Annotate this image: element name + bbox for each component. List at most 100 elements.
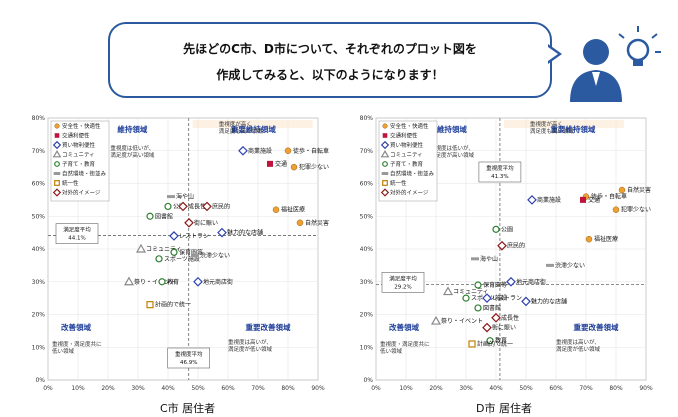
quadrant-note-improve: 重視度・満足度共に <box>52 340 102 348</box>
data-point <box>202 201 212 212</box>
data-point <box>123 276 135 286</box>
satisfaction-average-label: 満足度平均 <box>63 226 91 234</box>
legend-label: 統一性 <box>62 179 79 187</box>
scatter-chart-d: 0% 10% 20% 30% 40% 50% 60% 70% 80% 90% 0% 10% 20% 30%… <box>360 115 653 392</box>
legend-label: 自然環境・街並み <box>390 170 435 178</box>
legend-marker <box>54 123 60 129</box>
data-point <box>146 301 154 309</box>
quadrant-shade <box>503 120 624 128</box>
satisfaction-average-box <box>55 223 99 244</box>
data-point <box>170 248 178 256</box>
x-tick-label: 70% <box>579 385 593 392</box>
y-tick-label: 40% <box>360 246 374 253</box>
data-point <box>296 219 304 227</box>
data-point <box>284 147 292 154</box>
data-point <box>474 304 482 312</box>
quadrant-title-maintain: 維持領域 <box>117 124 147 134</box>
legend-marker <box>380 140 390 150</box>
quadrant-note-key-improve: 満足度が低い領域 <box>556 345 601 353</box>
quadrant-note-maintain: 重視度は低いが、 <box>430 144 474 152</box>
data-point <box>471 257 479 261</box>
legend-box <box>378 120 438 202</box>
y-tick-label: 10% <box>32 344 46 351</box>
data-point-label: 庶民的 <box>212 202 230 210</box>
data-point-label: 徒歩・自転車 <box>293 147 329 155</box>
data-point <box>527 195 537 205</box>
data-point <box>155 255 163 263</box>
y-tick-label: 0% <box>363 377 373 384</box>
data-point-label: 徒歩・自転車 <box>591 193 627 201</box>
data-point <box>272 206 280 213</box>
quadrant-title-key-improve: 重要改善領域 <box>246 322 291 332</box>
data-point-label: 魅力的な店舗 <box>227 229 263 237</box>
data-point <box>217 227 227 238</box>
data-point-label: 保育園等 <box>179 248 203 256</box>
data-point-label: 計画的で統一 <box>155 301 191 309</box>
data-point-label: 街に賑い <box>194 219 218 227</box>
lightbulb-icon <box>618 26 661 66</box>
quadrant-title-improve: 改善領域 <box>389 322 419 332</box>
quadrant-note-maintain: 満足度が高い領域 <box>430 151 475 159</box>
x-tick-label: 80% <box>609 385 623 392</box>
x-tick-label: 90% <box>311 385 325 392</box>
chart-caption-d: D市 居住者 <box>476 402 532 415</box>
legend-label: 対外的イメージ <box>62 189 101 197</box>
data-point <box>585 235 593 243</box>
legend-marker <box>54 180 60 186</box>
data-point <box>267 160 273 167</box>
y-tick-label: 20% <box>360 312 374 319</box>
speech-bubble-tail-inner <box>548 47 558 61</box>
quadrant-title-key-improve: 重要改善領域 <box>574 322 619 332</box>
speech-line-1: 先ほどのC市、D市について、それぞれのプロット図を <box>183 42 477 56</box>
data-point-label: 海や山 <box>176 193 194 201</box>
data-point-label: 成長性 <box>501 314 519 322</box>
quadrant-note-key-maintain: 満足度も高い領域 <box>530 127 575 135</box>
y-tick-label: 60% <box>32 181 46 188</box>
data-point-label: スポーツ施設 <box>164 255 200 263</box>
y-tick-label: 50% <box>360 213 374 220</box>
data-point-label: 交通 <box>588 196 600 204</box>
speech-line-2: 作成してみると、以下のようになります！ <box>216 68 444 82</box>
data-point-label: 街に賑い <box>492 324 516 332</box>
data-point-label: 渋滞少ない <box>200 252 230 260</box>
data-point <box>497 240 507 251</box>
satisfaction-average-value: 44.1% <box>68 236 85 242</box>
data-point <box>492 225 500 233</box>
data-point-label: コミュニティ <box>146 246 182 253</box>
data-point-label: 教育 <box>167 278 179 286</box>
data-point-label: 商業施設 <box>248 147 272 155</box>
data-point <box>184 217 194 228</box>
quadrant-note-key-improve: 重視度は高いが、 <box>556 338 600 346</box>
importance-average-label: 重視度平均 <box>175 350 203 358</box>
y-tick-label: 0% <box>35 377 45 384</box>
legend-label: 交通利便性 <box>62 132 90 140</box>
importance-average-box <box>167 347 210 369</box>
data-point <box>442 286 454 296</box>
x-tick-label: 0% <box>371 385 381 392</box>
legend-marker <box>381 172 389 175</box>
data-point-label: 犯罪少ない <box>299 163 329 171</box>
data-point-label: 魅力的な店舗 <box>531 297 567 305</box>
y-tick-label: 60% <box>360 181 374 188</box>
importance-average-box <box>478 161 522 183</box>
data-point-label: 自然災害 <box>627 186 651 194</box>
x-tick-label: 0% <box>43 385 53 392</box>
x-tick-label: 60% <box>221 385 235 392</box>
legend-marker <box>52 150 62 158</box>
quadrant-note-improve: 重視度・満足度共に <box>380 340 430 348</box>
data-point <box>164 202 172 211</box>
quadrant-note-key-improve: 重視度は高いが、 <box>228 338 272 346</box>
data-point-label: 図書館 <box>483 304 501 312</box>
y-tick-label: 40% <box>32 246 46 253</box>
data-point <box>612 206 620 213</box>
x-tick-label: 90% <box>639 385 653 392</box>
y-tick-label: 50% <box>32 213 46 220</box>
x-tick-label: 50% <box>191 385 205 392</box>
data-point-label: 図書館 <box>155 212 173 220</box>
data-point-label: 自然災害 <box>305 219 329 227</box>
data-point-label: 公園 <box>501 226 513 233</box>
legend-marker <box>54 133 60 138</box>
data-point-label: 渋滞少ない <box>555 261 585 269</box>
data-point-label: 祭り・イベント <box>134 278 176 286</box>
data-point <box>462 294 470 302</box>
